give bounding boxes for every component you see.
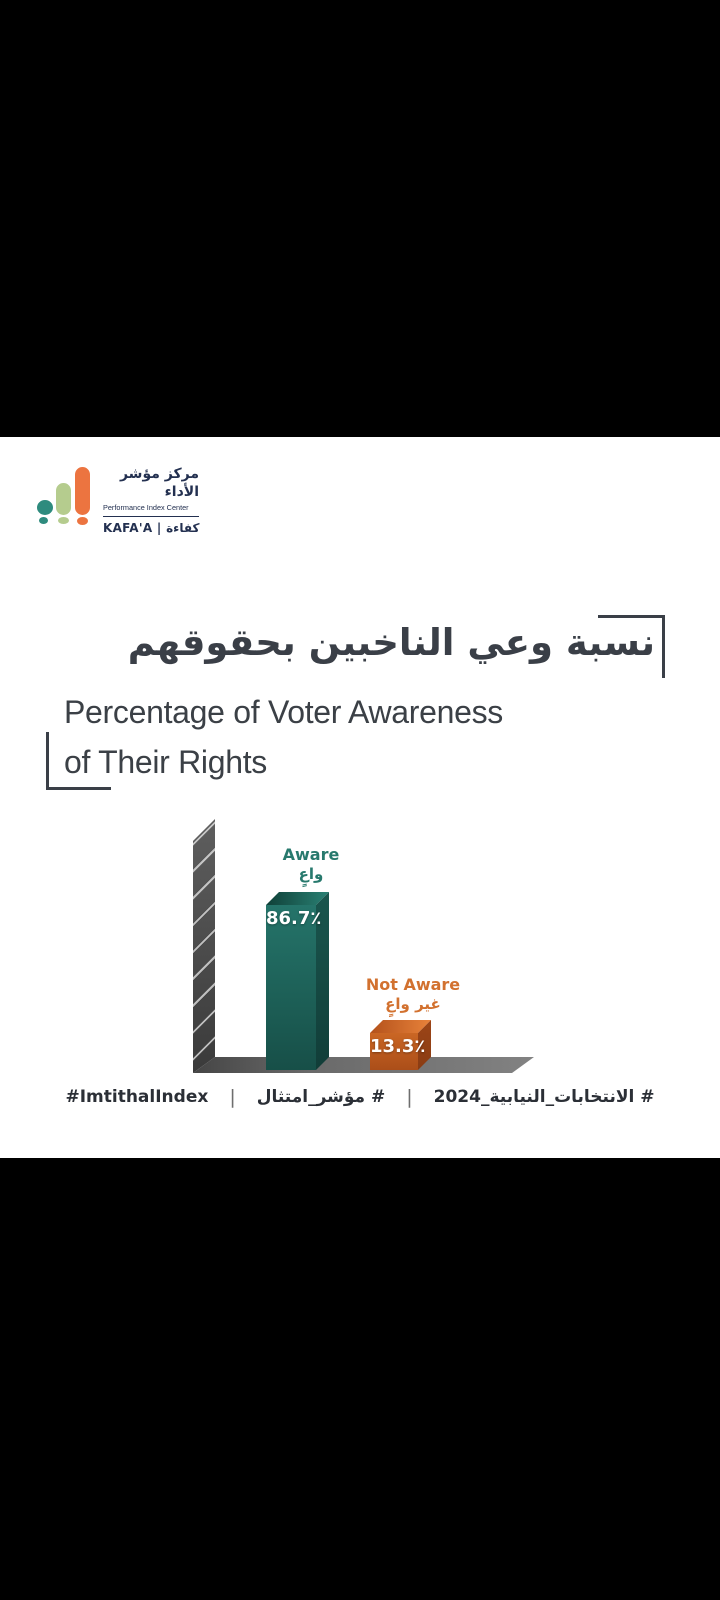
logo-mark-green-icon: [56, 483, 71, 515]
bar-label-not-aware-en: Not Aware: [365, 975, 461, 994]
bar-aware-side-face: [316, 892, 329, 1070]
brand-tagline: KAFA'A | كفاءة: [103, 521, 200, 535]
arabic-title-bracket: [598, 615, 665, 678]
brand-logo: مركز مؤشر الأداء Performance Index Cente…: [36, 465, 206, 535]
title-arabic: نسبة وعي الناخبين بحقوقهم: [127, 621, 655, 664]
logo-dot-orange-icon: [77, 517, 88, 525]
logo-dot-teal-icon: [39, 517, 48, 524]
bar-label-not-aware: Not Aware غير واعٍ: [348, 975, 478, 1014]
hashtag-imtithal-index: #ImtithalIndex: [65, 1087, 209, 1107]
bar-label-aware: Aware واعٍ: [246, 845, 376, 884]
brand-divider: [103, 516, 199, 517]
bar-not-aware-front-face: [370, 1033, 418, 1070]
logo-mark-teal-icon: [37, 500, 53, 515]
bar-aware-top-face: [266, 892, 329, 905]
bar-label-not-aware-ar: غير واعٍ: [385, 995, 441, 1013]
chart-y-axis-wall: [193, 819, 215, 1073]
bar-not-aware-side-face: [418, 1020, 431, 1070]
logo-dot-green-icon: [58, 517, 69, 524]
logo-mark-orange-icon: [75, 467, 90, 515]
title-english: Percentage of Voter Awareness of Their R…: [64, 687, 624, 787]
english-title-bracket: [46, 732, 111, 790]
bar-not-aware-value: 13.3٪: [370, 1036, 426, 1057]
hashtag-moasher-imtithal: # مؤشر_امتثال: [256, 1087, 386, 1107]
top-letterbox: [0, 0, 720, 437]
infographic-canvas: مركز مؤشر الأداء Performance Index Cente…: [0, 437, 720, 1158]
chart-floor: [193, 1057, 534, 1073]
bar-not-aware-top-face: [370, 1020, 431, 1033]
title-english-line2: of Their Rights: [64, 744, 268, 780]
bottom-letterbox: [0, 1158, 720, 1600]
brand-name-arabic: مركز مؤشر الأداء: [119, 466, 199, 500]
bar-not-aware: 13.3٪: [370, 1020, 431, 1070]
bar-aware: 86.7٪: [266, 892, 329, 1070]
logo-bars-icon: [36, 467, 96, 529]
hashtag-separator: |: [229, 1086, 236, 1108]
bar-label-aware-en: Aware: [282, 845, 340, 864]
bar-label-aware-ar: واعٍ: [298, 865, 324, 883]
hashtag-elections-2024: # الانتخابات_النيابية_2024: [433, 1087, 655, 1107]
brand-name-english: Performance Index Center: [103, 503, 189, 512]
title-english-line1: Percentage of Voter Awareness: [64, 694, 504, 730]
bar-chart: Aware واعٍ 86.7٪ Not Aware غير واعٍ 13.3…: [0, 437, 720, 1158]
bar-aware-front-face: [266, 905, 316, 1070]
hashtag-row: #ImtithalIndex | # مؤشر_امتثال | # الانت…: [0, 1086, 720, 1108]
hashtag-separator: |: [406, 1086, 413, 1108]
bar-aware-value: 86.7٪: [266, 908, 322, 929]
